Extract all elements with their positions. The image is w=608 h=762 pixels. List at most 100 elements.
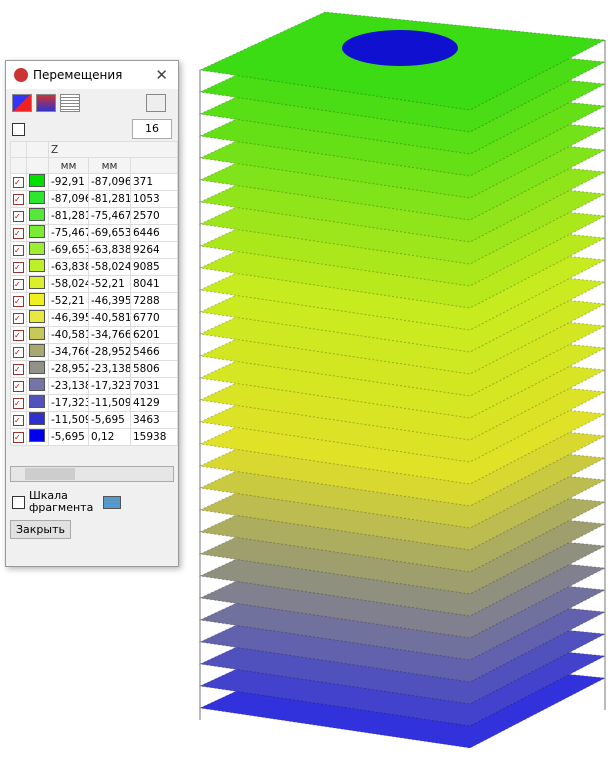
node-count: 2570 xyxy=(131,208,178,225)
tool-button[interactable] xyxy=(12,94,32,112)
scale-row: ✓ -28,952 -23,138 5806 xyxy=(11,361,178,378)
row-checkbox[interactable]: ✓ xyxy=(13,381,24,392)
scale-row: ✓ -63,838 -58,024 9085 xyxy=(11,259,178,276)
color-swatch xyxy=(29,361,45,374)
range-from: -81,281 xyxy=(49,208,89,225)
range-to: -52,21 xyxy=(89,276,131,293)
count-select[interactable]: 16 xyxy=(132,119,172,139)
color-swatch xyxy=(29,429,45,442)
row-checkbox[interactable]: ✓ xyxy=(13,211,24,222)
color-swatch xyxy=(29,412,45,425)
tool-button[interactable] xyxy=(146,94,166,112)
scale-row: ✓ -5,695 0,12 15938 xyxy=(11,429,178,446)
title-bar: Перемещения ✕ xyxy=(6,61,178,89)
range-from: -40,581 xyxy=(49,327,89,344)
fragment-scale-label: Шкала фрагмента xyxy=(29,490,99,514)
range-to: -87,096 xyxy=(89,174,131,191)
fragment-scale: Шкала фрагмента xyxy=(6,482,178,514)
color-swatch xyxy=(29,310,45,323)
color-swatch xyxy=(29,191,45,204)
node-count: 371 xyxy=(131,174,178,191)
row-checkbox[interactable]: ✓ xyxy=(13,262,24,273)
range-to: -17,323 xyxy=(89,378,131,395)
node-count: 5466 xyxy=(131,344,178,361)
color-swatch xyxy=(29,225,45,238)
node-count: 9264 xyxy=(131,242,178,259)
row-checkbox[interactable]: ✓ xyxy=(13,415,24,426)
close-x[interactable]: ✕ xyxy=(155,66,168,84)
node-count: 8041 xyxy=(131,276,178,293)
checkbox[interactable] xyxy=(12,496,25,509)
row-checkbox[interactable]: ✓ xyxy=(13,432,24,443)
close-button[interactable]: Закрыть xyxy=(10,520,71,539)
range-to: -81,281 xyxy=(89,191,131,208)
toolbar xyxy=(6,89,178,117)
color-swatch xyxy=(29,378,45,391)
color-swatch xyxy=(29,259,45,272)
color-swatch xyxy=(29,276,45,289)
range-to: -23,138 xyxy=(89,361,131,378)
row-checkbox[interactable]: ✓ xyxy=(13,296,24,307)
range-from: -92,91 xyxy=(49,174,89,191)
range-from: -58,024 xyxy=(49,276,89,293)
node-count: 3463 xyxy=(131,412,178,429)
options-row: 16 xyxy=(6,117,178,141)
row-checkbox[interactable]: ✓ xyxy=(13,330,24,341)
unit: мм xyxy=(89,158,131,174)
range-from: -17,323 xyxy=(49,395,89,412)
row-checkbox[interactable]: ✓ xyxy=(13,177,24,188)
top-hole xyxy=(342,30,458,66)
range-to: 0,12 xyxy=(89,429,131,446)
range-to: -11,509 xyxy=(89,395,131,412)
scale-row: ✓ -75,467 -69,653 6446 xyxy=(11,225,178,242)
row-checkbox[interactable]: ✓ xyxy=(13,398,24,409)
row-checkbox[interactable]: ✓ xyxy=(13,279,24,290)
page: Перемещения✕ 16 Z мммм ✓ -92,91 -87,096 … xyxy=(0,0,608,762)
range-to: -46,395 xyxy=(89,293,131,310)
range-to: -5,695 xyxy=(89,412,131,429)
color-swatch xyxy=(29,395,45,408)
tool-button[interactable] xyxy=(36,94,56,112)
dialog-title: Перемещения xyxy=(33,68,122,82)
row-checkbox[interactable]: ✓ xyxy=(13,347,24,358)
node-count: 7031 xyxy=(131,378,178,395)
node-count: 5806 xyxy=(131,361,178,378)
color-swatch xyxy=(29,242,45,255)
scale-row: ✓ -81,281 -75,467 2570 xyxy=(11,208,178,225)
node-count: 1053 xyxy=(131,191,178,208)
color-swatch xyxy=(29,174,45,187)
scrollbar[interactable] xyxy=(10,466,174,482)
range-from: -11,509 xyxy=(49,412,89,429)
scale-row: ✓ -52,21 -46,395 7288 xyxy=(11,293,178,310)
group-header: Z xyxy=(49,142,178,158)
range-from: -52,21 xyxy=(49,293,89,310)
range-to: -40,581 xyxy=(89,310,131,327)
checkbox[interactable] xyxy=(12,123,25,136)
scale-row: ✓ -58,024 -52,21 8041 xyxy=(11,276,178,293)
scale-row: ✓ -40,581 -34,766 6201 xyxy=(11,327,178,344)
row-checkbox[interactable]: ✓ xyxy=(13,364,24,375)
app-icon xyxy=(14,68,28,82)
node-count: 7288 xyxy=(131,293,178,310)
node-count: 15938 xyxy=(131,429,178,446)
range-from: -28,952 xyxy=(49,361,89,378)
row-checkbox[interactable]: ✓ xyxy=(13,228,24,239)
scale-row: ✓ -11,509 -5,695 3463 xyxy=(11,412,178,429)
color-swatch xyxy=(29,293,45,306)
tool-button[interactable] xyxy=(103,496,121,509)
row-checkbox[interactable]: ✓ xyxy=(13,194,24,205)
range-from: -23,138 xyxy=(49,378,89,395)
range-from: -5,695 xyxy=(49,429,89,446)
range-to: -69,653 xyxy=(89,225,131,242)
tool-button[interactable] xyxy=(60,94,80,112)
range-to: -58,024 xyxy=(89,259,131,276)
range-from: -63,838 xyxy=(49,259,89,276)
row-checkbox[interactable]: ✓ xyxy=(13,245,24,256)
scale-row: ✓ -17,323 -11,509 4129 xyxy=(11,395,178,412)
row-checkbox[interactable]: ✓ xyxy=(13,313,24,324)
scale-row: ✓ -87,096 -81,281 1053 xyxy=(11,191,178,208)
node-count: 6770 xyxy=(131,310,178,327)
color-swatch xyxy=(29,327,45,340)
